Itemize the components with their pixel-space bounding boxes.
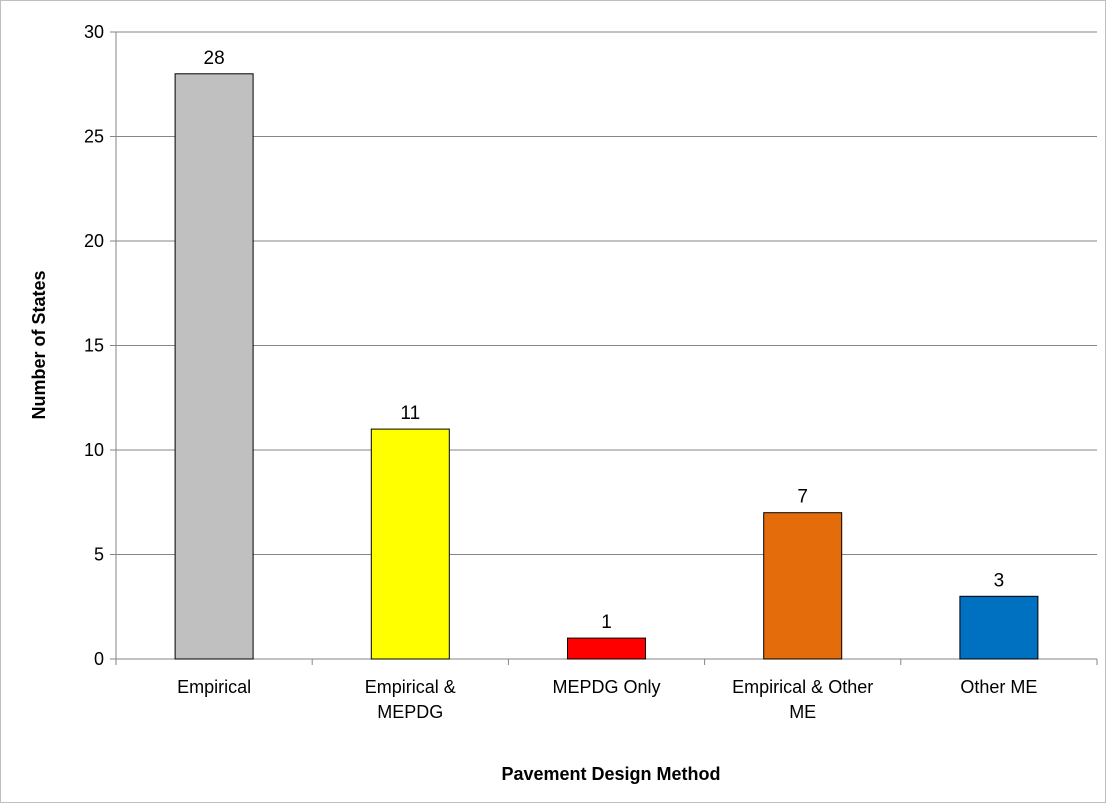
y-tick-label: 15 bbox=[84, 336, 104, 356]
y-tick-label: 25 bbox=[84, 127, 104, 147]
bar bbox=[959, 595, 1039, 660]
gridlines bbox=[116, 31, 1097, 555]
bar bbox=[763, 512, 843, 660]
y-tick-label: 10 bbox=[84, 440, 104, 460]
data-label: 28 bbox=[204, 48, 225, 69]
labels: 0 5 10 15 20 25 30 28 Empirical 11 Empirical & MEPD… bbox=[84, 22, 1037, 722]
x-tick-label: MEPDG Only bbox=[552, 677, 660, 697]
y-tick-label: 20 bbox=[84, 231, 104, 251]
y-tick-label: 30 bbox=[84, 22, 104, 42]
y-tick-label: 5 bbox=[94, 545, 104, 565]
bars bbox=[174, 73, 1039, 660]
bar bbox=[174, 73, 254, 660]
y-axis-title: Number of States bbox=[29, 270, 49, 419]
data-label: 7 bbox=[797, 487, 808, 508]
y-tick-label: 0 bbox=[94, 649, 104, 669]
x-tick-label: Empirical & Other ME bbox=[732, 677, 873, 722]
x-tick-label: Other ME bbox=[960, 677, 1037, 697]
x-axis-title: Pavement Design Method bbox=[501, 764, 720, 784]
x-tick-label: Empirical bbox=[177, 677, 251, 697]
x-tick-label: Empirical & MEPDG bbox=[365, 677, 456, 722]
bar bbox=[370, 428, 450, 660]
data-label: 11 bbox=[400, 403, 420, 424]
data-label: 3 bbox=[994, 570, 1005, 591]
data-label: 1 bbox=[601, 612, 612, 633]
bar bbox=[567, 637, 646, 660]
